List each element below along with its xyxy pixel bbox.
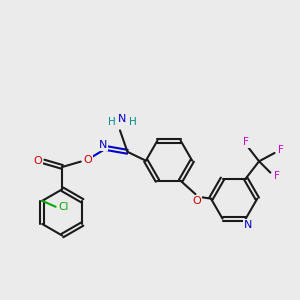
Text: N: N [99, 140, 107, 150]
Text: F: F [278, 145, 284, 155]
Text: N: N [118, 114, 127, 124]
Text: O: O [192, 196, 201, 206]
Text: Cl: Cl [59, 202, 69, 212]
Text: H: H [108, 117, 116, 127]
Text: O: O [83, 155, 92, 165]
Text: N: N [244, 220, 252, 230]
Text: F: F [274, 171, 280, 181]
Text: F: F [243, 137, 249, 147]
Text: H: H [129, 117, 136, 127]
Text: O: O [34, 156, 42, 166]
